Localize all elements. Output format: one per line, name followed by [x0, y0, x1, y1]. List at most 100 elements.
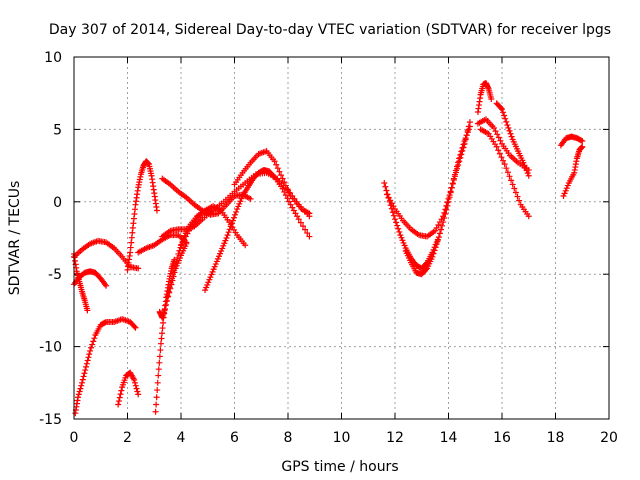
data-point-marker: [176, 247, 183, 254]
data-point-marker: [523, 167, 530, 174]
data-point-marker: [441, 215, 448, 222]
data-point-marker: [79, 379, 86, 386]
data-point-marker: [498, 154, 505, 161]
data-point-marker: [75, 391, 82, 398]
data-point-marker: [205, 279, 212, 286]
data-point-marker: [504, 122, 511, 129]
data-point-marker: [446, 194, 453, 201]
data-point-marker: [234, 206, 241, 213]
data-point-marker: [238, 195, 245, 202]
data-point-marker: [215, 253, 222, 260]
data-point-marker: [214, 255, 221, 262]
y-tick-label: -15: [39, 412, 62, 428]
data-point-marker: [84, 357, 91, 364]
data-point-marker: [221, 240, 228, 247]
data-point-marker: [274, 165, 281, 172]
data-point-marker: [85, 354, 92, 361]
data-point-marker: [396, 228, 403, 235]
data-point-marker: [227, 223, 234, 230]
data-point-marker: [299, 223, 306, 230]
data-point-marker: [499, 106, 505, 113]
data-point-marker: [436, 230, 443, 237]
data-point-marker: [564, 182, 571, 189]
data-point-marker: [233, 208, 240, 215]
data-point-marker: [459, 144, 466, 151]
data-point-marker: [488, 95, 495, 102]
data-point-marker: [509, 181, 516, 188]
data-point-marker: [163, 301, 170, 308]
data-point-marker: [397, 232, 404, 239]
data-point-marker: [284, 186, 291, 193]
data-point-marker: [161, 305, 168, 312]
data-point-marker: [153, 394, 160, 401]
data-point-marker: [458, 148, 465, 155]
data-point-marker: [88, 344, 95, 351]
data-point-marker: [506, 173, 513, 180]
data-point-marker: [212, 261, 219, 268]
series-arc-7: [135, 232, 190, 256]
data-point-marker: [461, 137, 468, 144]
data-point-marker: [173, 259, 180, 266]
data-point-marker: [213, 258, 220, 265]
data-point-marker: [159, 325, 166, 332]
data-point-marker: [493, 143, 500, 150]
data-point-marker: [165, 288, 172, 295]
data-point-marker: [135, 265, 142, 272]
data-point-marker: [166, 284, 173, 291]
data-point-marker: [135, 391, 142, 398]
data-point-marker: [442, 210, 449, 217]
data-point-marker: [286, 198, 293, 205]
plot-frame: [73, 56, 610, 420]
data-point-marker: [395, 225, 402, 232]
data-point-marker: [232, 211, 239, 218]
data-point-marker: [224, 232, 231, 239]
data-point-marker: [152, 408, 159, 415]
data-point-marker: [168, 275, 175, 282]
data-points: [71, 80, 586, 417]
data-point-marker: [504, 169, 511, 176]
series-arc-9: [156, 240, 190, 321]
data-point-marker: [394, 222, 401, 229]
data-point-marker: [132, 382, 139, 389]
data-point-marker: [389, 209, 396, 216]
data-point-marker: [443, 206, 450, 213]
data-point-marker: [490, 124, 497, 131]
x-tick-label: 4: [177, 430, 186, 446]
series-arc-4: [72, 316, 139, 417]
series-arc-6: [124, 158, 160, 273]
data-point-marker: [276, 168, 283, 175]
data-point-marker: [226, 226, 233, 233]
data-point-marker: [155, 366, 162, 373]
data-point-marker: [208, 271, 215, 278]
data-point-marker: [495, 134, 502, 141]
data-point-marker: [116, 394, 123, 401]
series-arc-5: [115, 369, 142, 408]
y-axis-label: SDTVAR / TECUs: [7, 181, 23, 296]
data-point-marker: [219, 245, 226, 252]
data-point-marker: [204, 281, 211, 288]
data-point-marker: [503, 165, 510, 172]
data-point-marker: [156, 353, 163, 360]
y-tick-label: 5: [53, 122, 62, 138]
data-point-marker: [494, 131, 501, 138]
data-point-marker: [430, 250, 437, 257]
data-point-marker: [284, 195, 291, 202]
data-point-marker: [454, 163, 461, 170]
data-point-marker: [230, 214, 237, 221]
data-point-marker: [131, 323, 138, 330]
data-point-marker: [278, 172, 285, 179]
data-point-marker: [155, 372, 162, 379]
data-point-marker: [500, 109, 507, 116]
data-point-marker: [222, 237, 229, 244]
data-point-marker: [514, 193, 521, 200]
data-point-marker: [164, 292, 171, 299]
data-point-marker: [81, 370, 88, 377]
y-tick-label: 0: [53, 195, 62, 211]
data-point-marker: [171, 267, 178, 274]
data-point-marker: [235, 203, 242, 210]
data-point-marker: [236, 200, 243, 207]
data-point-marker: [115, 401, 122, 408]
data-point-marker: [172, 263, 179, 270]
series-arc-3: [71, 250, 91, 314]
